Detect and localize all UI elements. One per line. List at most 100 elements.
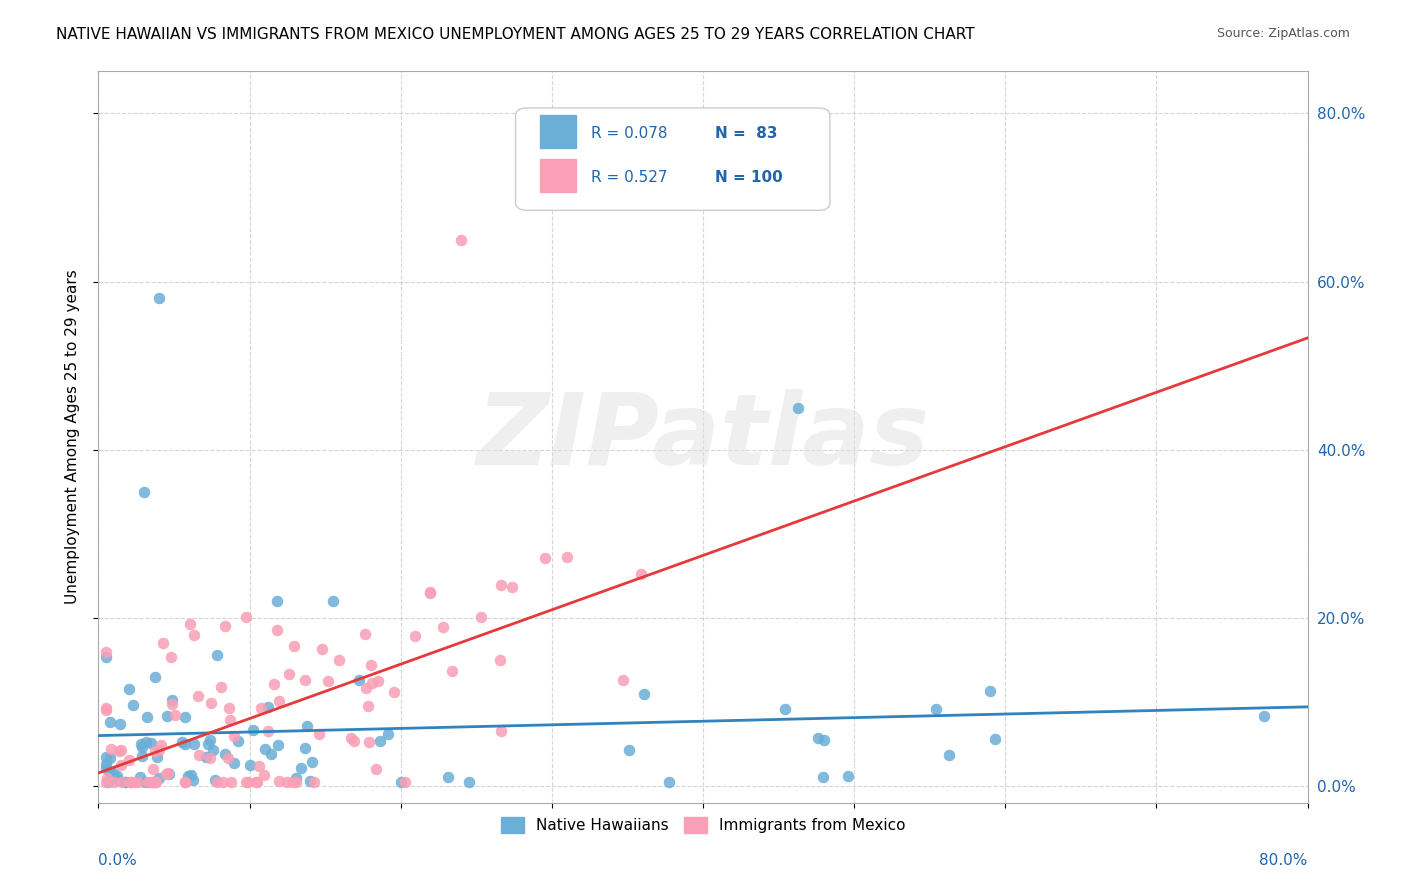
Text: 0.0%: 0.0% (98, 854, 138, 868)
Point (134, 774, 156, 789)
Point (359, 735, 381, 749)
Point (94, 650, 117, 665)
Point (266, 594, 288, 608)
Point (786, 401, 808, 415)
Point (122, 774, 145, 789)
Point (984, 732, 1007, 747)
Point (501, 581, 523, 595)
Point (136, 774, 159, 789)
Point (212, 774, 235, 789)
Point (276, 774, 298, 789)
Point (328, 653, 350, 667)
Point (105, 769, 128, 783)
Point (263, 677, 285, 691)
Point (294, 673, 316, 687)
Text: R = 0.527: R = 0.527 (591, 169, 666, 185)
Point (630, 566, 652, 581)
Point (110, 716, 132, 731)
Point (218, 713, 240, 727)
Point (226, 734, 249, 748)
Point (120, 774, 142, 789)
Point (198, 751, 221, 765)
Point (129, 738, 152, 752)
Point (356, 699, 378, 714)
Point (118, 753, 141, 767)
Point (294, 740, 316, 755)
Point (114, 774, 136, 789)
Point (302, 774, 325, 789)
Point (141, 774, 163, 789)
Point (260, 747, 283, 762)
Point (142, 774, 165, 789)
Point (247, 759, 270, 773)
Point (222, 756, 245, 770)
Point (132, 484, 155, 499)
Point (285, 771, 308, 785)
Point (187, 689, 209, 703)
Point (98, 714, 121, 729)
Point (141, 774, 163, 789)
Point (157, 766, 180, 780)
Point (181, 773, 204, 788)
Point (837, 769, 859, 783)
Point (131, 739, 153, 754)
Point (236, 774, 259, 789)
Point (122, 698, 145, 712)
Point (235, 610, 257, 624)
Point (389, 774, 412, 789)
Point (174, 774, 197, 789)
Point (156, 765, 179, 780)
Point (354, 627, 377, 641)
Point (377, 727, 399, 741)
Point (188, 747, 211, 762)
Point (612, 673, 634, 688)
Point (360, 658, 382, 673)
Point (368, 734, 391, 748)
Point (633, 687, 655, 701)
Point (242, 723, 264, 737)
Point (114, 774, 136, 789)
Point (94, 701, 117, 715)
Point (131, 748, 153, 763)
Point (807, 731, 830, 745)
Point (361, 676, 384, 690)
Point (195, 750, 218, 764)
Point (311, 642, 333, 657)
Point (200, 696, 222, 710)
Point (120, 774, 142, 789)
Point (111, 774, 134, 789)
Point (394, 774, 416, 789)
Point (110, 743, 132, 757)
Text: Source: ZipAtlas.com: Source: ZipAtlas.com (1216, 27, 1350, 40)
Point (354, 681, 377, 695)
Point (118, 681, 141, 696)
Point (295, 719, 318, 733)
Point (94, 749, 117, 764)
Point (145, 774, 167, 789)
Point (214, 747, 236, 761)
Point (183, 628, 205, 642)
Point (343, 733, 366, 747)
Point (108, 744, 131, 758)
Point (364, 762, 387, 776)
Point (318, 674, 340, 689)
Point (219, 774, 242, 789)
Point (267, 738, 290, 752)
Point (322, 594, 344, 608)
Point (813, 732, 835, 747)
Point (283, 639, 305, 653)
Point (217, 751, 239, 765)
Point (96, 771, 118, 785)
Point (170, 735, 193, 749)
Point (129, 770, 152, 784)
Point (925, 702, 948, 716)
Point (278, 667, 301, 681)
Point (254, 742, 277, 756)
Point (301, 755, 323, 769)
FancyBboxPatch shape (540, 115, 576, 148)
Point (253, 768, 276, 782)
Point (619, 743, 641, 757)
Point (281, 774, 304, 789)
Point (218, 700, 240, 714)
Point (432, 620, 454, 634)
